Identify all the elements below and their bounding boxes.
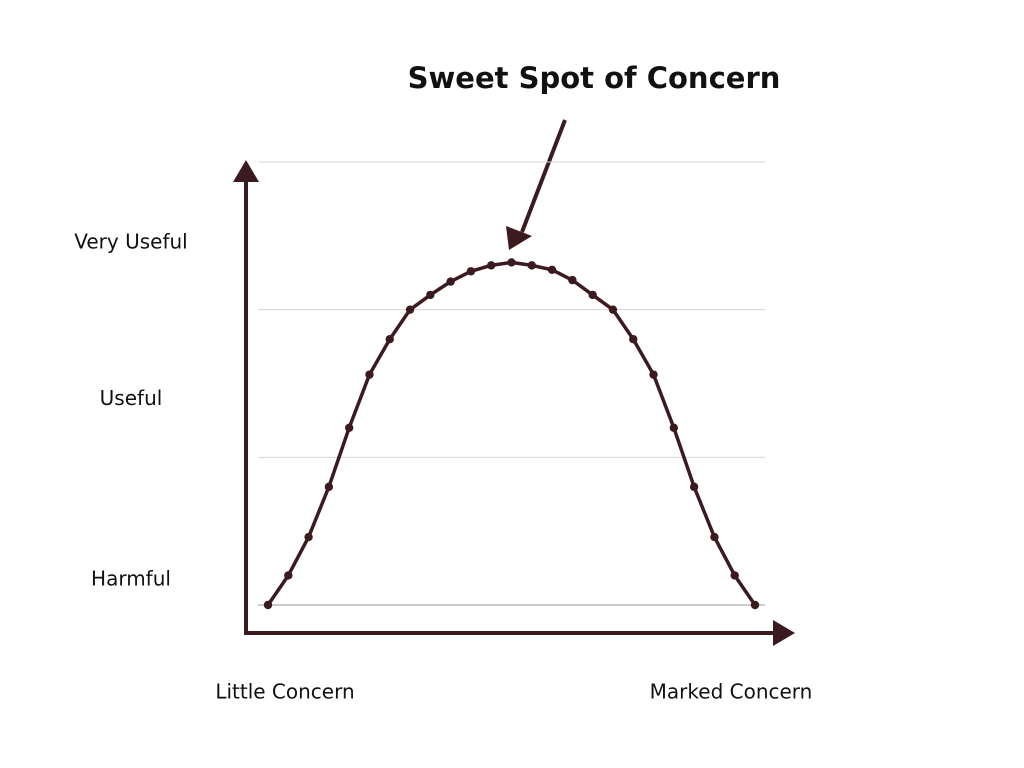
point bbox=[669, 423, 679, 432]
curve bbox=[266, 260, 757, 606]
point bbox=[324, 482, 334, 492]
point bbox=[405, 305, 415, 314]
point bbox=[649, 370, 658, 379]
y-tick-label: Useful bbox=[100, 386, 163, 410]
point bbox=[263, 600, 273, 610]
point bbox=[689, 482, 699, 492]
point bbox=[608, 305, 618, 314]
point bbox=[466, 267, 476, 276]
point bbox=[588, 290, 597, 300]
point bbox=[507, 258, 516, 267]
point bbox=[730, 571, 739, 580]
point bbox=[426, 290, 435, 300]
point bbox=[710, 532, 719, 542]
x-tick-label: Marked Concern bbox=[650, 680, 813, 704]
point bbox=[487, 261, 496, 270]
annotation: Sweet Spot of Concern bbox=[408, 61, 781, 95]
point bbox=[304, 532, 313, 542]
point bbox=[385, 335, 394, 344]
y-tick-label: Very Useful bbox=[74, 230, 188, 254]
x-tick-label: Little Concern bbox=[215, 680, 354, 704]
point bbox=[527, 261, 536, 270]
point bbox=[629, 335, 638, 344]
point bbox=[446, 277, 455, 286]
point bbox=[568, 275, 577, 285]
y-tick-label: Harmful bbox=[91, 566, 171, 590]
point bbox=[750, 600, 760, 610]
axes bbox=[233, 160, 795, 646]
point bbox=[365, 370, 374, 379]
point bbox=[284, 571, 293, 580]
point bbox=[344, 423, 354, 432]
annotation-arrow bbox=[506, 119, 567, 250]
point bbox=[547, 265, 557, 274]
